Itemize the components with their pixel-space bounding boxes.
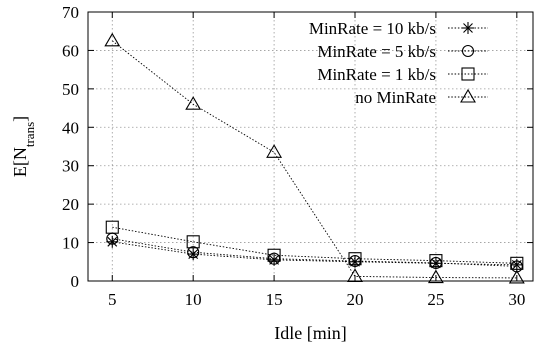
marker-triangle [347,268,363,282]
y-axis-title: E[Ntrans] [10,116,37,177]
legend-label: no MinRate [355,88,436,107]
series-line [112,226,517,264]
legend: MinRate = 10 kb/s MinRate = 5 kb/s MinRate… [309,19,488,107]
y-tick-label: 60 [62,41,79,60]
y-tick-label: 0 [71,272,80,291]
marker-square [186,235,200,249]
x-axis-title: Idle [min] [274,323,346,343]
marker-asterisk [187,248,200,261]
series-2 [106,232,523,273]
y-tick-label: 70 [62,3,79,22]
x-tick-label: 15 [266,290,283,309]
plot-area-frame [87,11,534,282]
marker-square [461,67,475,81]
marker-circle [187,246,200,259]
x-tick-label: 30 [508,290,525,309]
marker-square [348,252,362,266]
series-1 [106,235,523,271]
series-4 [104,32,525,284]
marker-asterisk [462,22,474,34]
legend-label: MinRate = 1 kb/s [317,65,436,84]
series-line [111,40,517,279]
marker-triangle [460,88,476,103]
legend-item: MinRate = 1 kb/s [317,65,488,84]
marker-triangle [104,32,121,47]
marker-triangle [185,96,202,110]
y-tick-label: 50 [62,80,79,99]
x-tick-label: 25 [427,290,444,309]
legend-item: MinRate = 10 kb/s [309,19,488,38]
legend-item: no MinRate [355,88,488,107]
marker-square [429,254,443,268]
marker-triangle [427,269,444,284]
x-tick-label: 5 [108,290,117,309]
marker-square [267,248,281,262]
y-tick-label: 10 [62,234,79,253]
legend-label: MinRate = 10 kb/s [309,19,436,38]
series-line [112,241,517,266]
x-tick-label: 10 [185,290,202,309]
axes: 0 10 20 30 40 50 60 70 5 10 15 20 25 30 [62,3,533,309]
legend-item: MinRate = 5 kb/s [317,42,488,61]
marker-stroke [107,236,118,247]
y-axis-title-main: E[N [10,147,30,177]
x-tick-label: 20 [347,290,364,309]
marker-square [510,256,524,270]
legend-label: MinRate = 5 kb/s [317,42,436,61]
marker-circle [461,44,475,58]
marker-stroke [463,23,473,33]
grid [88,12,533,281]
y-tick-label: 30 [62,157,79,176]
series-layer [104,32,525,284]
y-axis-title-close: ] [10,116,30,122]
y-tick-label: 20 [62,195,79,214]
marker-square [105,220,119,234]
y-axis-title-sub: trans [22,122,37,147]
marker-triangle [266,144,283,158]
marker-triangle [508,269,525,284]
y-tick-label: 40 [62,118,79,137]
series-3 [105,220,524,270]
